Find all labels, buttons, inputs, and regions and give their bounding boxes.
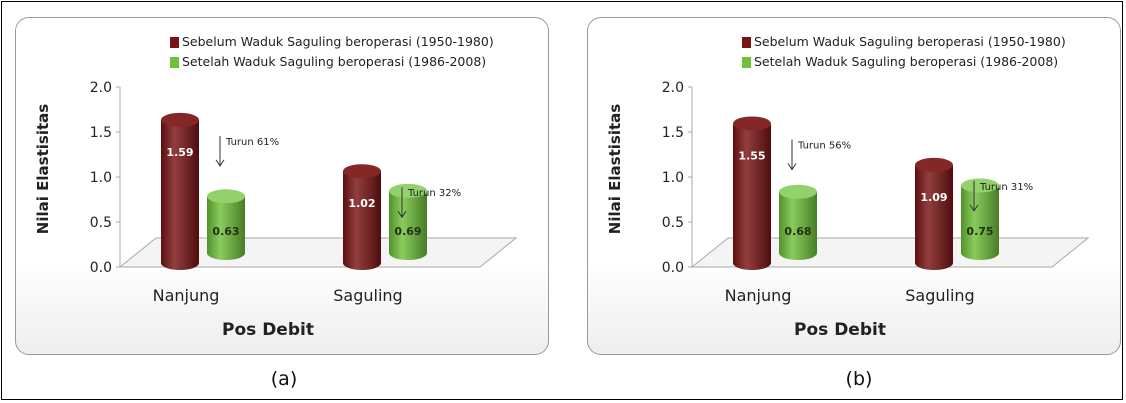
chart-b-legend-label: Setelah Waduk Saguling beroperasi (1986-… — [754, 54, 1058, 69]
chart-a-legend-swatch — [170, 57, 179, 68]
chart-a-x-axis-title: Pos Debit — [222, 320, 314, 340]
chart-b-bar-body — [961, 185, 999, 260]
chart-a-y-tick-label: 2.0 — [90, 80, 112, 96]
chart-b-bar-0 — [915, 157, 953, 270]
chart-a-data-label: 1.02 — [348, 197, 375, 210]
chart-b-annotation: Turun 56% — [797, 141, 851, 152]
chart-a-legend-swatch — [170, 37, 179, 48]
chart-a-x-tick-label: Saguling — [333, 286, 402, 305]
chart-panel-b: 0.0 0.5 1.0 1.5 2.0 Nilai Elastisitas Nanjung 1… — [563, 0, 1126, 403]
panel-caption-b: (b) — [845, 368, 873, 390]
chart-a-bar-body — [161, 119, 199, 271]
chart-box-a: 0.0 0.5 1.0 1.5 2.0 Nilai Elastisitas Nanjung 1… — [15, 17, 549, 355]
chart-a-y-tick-label: 0.0 — [90, 260, 112, 276]
chart-b-y-tick-label: 1.0 — [662, 170, 684, 186]
chart-b-annotation: Turun 31% — [979, 182, 1033, 193]
chart-a-bar-top — [207, 189, 245, 204]
chart-a-annotation: Turun 32% — [407, 188, 461, 199]
chart-b-bar-0 — [733, 116, 771, 270]
chart-a-data-label: 0.69 — [394, 225, 421, 238]
chart-a-bar-body — [389, 190, 427, 260]
chart-box-b: 0.0 0.5 1.0 1.5 2.0 Nilai Elastisitas Nanjung 1… — [587, 17, 1121, 355]
chart-a-y-tick-label: 1.0 — [90, 170, 112, 186]
chart-b-bar-1 — [961, 178, 999, 260]
chart-a-legend-label: Setelah Waduk Saguling beroperasi (1986-… — [182, 54, 486, 69]
chart-b-arrow-head — [787, 163, 797, 171]
chart-b-y-tick-label: 0.0 — [662, 260, 684, 276]
chart-b-y-tick-label: 2.0 — [662, 80, 684, 96]
chart-b-bar-top — [961, 178, 999, 193]
chart-b-bar-top — [779, 184, 817, 199]
chart-a-bar-0 — [343, 164, 381, 270]
chart-b-bar-body — [915, 164, 953, 270]
chart-b-bar-body — [733, 123, 771, 270]
chart-a-bar-1 — [389, 183, 427, 260]
chart-b-x-tick-label: Saguling — [905, 286, 974, 305]
chart-a-bar-0 — [161, 112, 199, 271]
chart-b-data-label: 1.09 — [920, 191, 947, 204]
chart-a-arrow-head — [215, 159, 225, 167]
chart-a-bar-1 — [207, 189, 245, 260]
chart-a-svg: 0.0 0.5 1.0 1.5 2.0 Nilai Elastisitas Nanjung 1… — [34, 34, 518, 340]
chart-a-legend-label: Sebelum Waduk Saguling beroperasi (1950-… — [182, 34, 494, 49]
chart-b-data-label: 0.75 — [966, 225, 993, 238]
chart-a-annotation: Turun 61% — [225, 137, 279, 148]
chart-a-bar-body — [343, 171, 381, 270]
chart-b-x-axis-title: Pos Debit — [794, 320, 886, 340]
chart-a-y-tick-label: 1.5 — [90, 125, 112, 141]
chart-b-arrow-head — [969, 204, 979, 212]
chart-b-x-tick-label: Nanjung — [725, 286, 792, 305]
chart-a-data-label: 1.59 — [166, 146, 193, 159]
chart-a-y-axis-title: Nilai Elastisitas — [34, 104, 52, 234]
panel-caption-a: (a) — [270, 368, 298, 390]
chart-a-data-label: 0.63 — [212, 225, 239, 238]
chart-b-y-tick-label: 0.5 — [662, 215, 684, 231]
chart-b-legend-label: Sebelum Waduk Saguling beroperasi (1950-… — [754, 34, 1066, 49]
chart-b-bar-top — [733, 116, 771, 131]
chart-a-arrow-head — [397, 210, 407, 219]
chart-a-y-tick-label: 0.5 — [90, 215, 112, 231]
chart-b-data-label: 1.55 — [738, 150, 765, 163]
chart-b-bar-1 — [779, 184, 817, 260]
chart-b-bar-body — [779, 191, 817, 260]
chart-b-data-label: 0.68 — [784, 225, 811, 238]
chart-b-svg: 0.0 0.5 1.0 1.5 2.0 Nilai Elastisitas Nanjung 1… — [606, 34, 1090, 340]
chart-b-legend-swatch — [742, 37, 751, 48]
chart-b-legend-swatch — [742, 57, 751, 68]
chart-a-bar-top — [389, 183, 427, 198]
chart-a-bar-top — [161, 112, 199, 127]
chart-a-bar-body — [207, 196, 245, 260]
chart-b-y-tick-label: 1.5 — [662, 125, 684, 141]
chart-b-bar-top — [915, 157, 953, 172]
chart-panel-a: 0.0 0.5 1.0 1.5 2.0 Nilai Elastisitas Nanjung 1… — [15, 17, 549, 390]
chart-a-bar-top — [343, 164, 381, 179]
chart-a-x-tick-label: Nanjung — [153, 286, 220, 305]
chart-b-y-axis-title: Nilai Elastisitas — [606, 104, 624, 234]
